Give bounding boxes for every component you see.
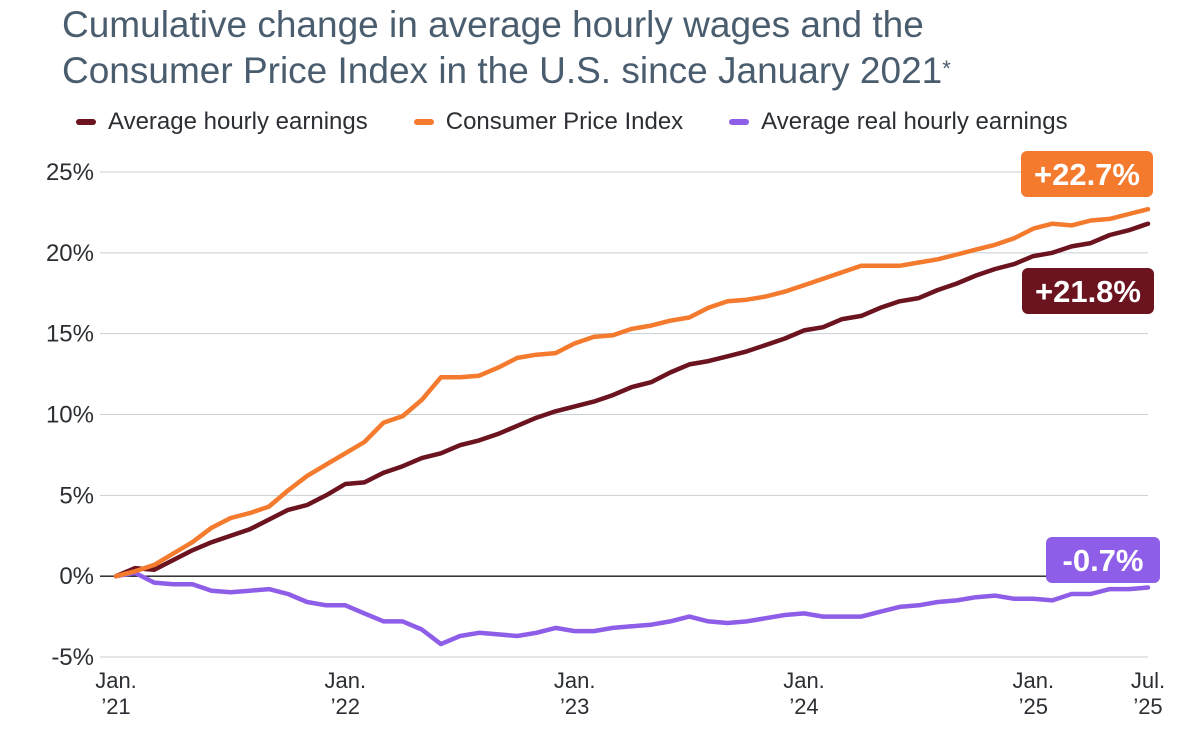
legend-swatch-real-earnings <box>729 119 750 125</box>
title-line-1: Cumulative change in average hourly wage… <box>62 4 924 45</box>
end-label-cpi: +22.7% <box>1034 157 1140 192</box>
y-tick-label: 25% <box>46 159 94 186</box>
y-tick-label: 5% <box>59 482 94 509</box>
end-label-real-earnings: -0.7% <box>1063 543 1144 578</box>
series-line-cpi <box>113 206 1151 579</box>
series-line-real-earnings <box>113 570 1151 647</box>
x-tick-label: Jan. <box>554 668 596 693</box>
end-label-earnings: +21.8% <box>1035 274 1141 309</box>
end-label-box-earnings <box>1022 268 1154 314</box>
x-tick-label: Jan. <box>95 668 137 693</box>
chart-title: Cumulative change in average hourly wage… <box>62 2 1162 94</box>
legend-swatch-earnings <box>76 119 96 125</box>
legend-item-cpi[interactable]: Consumer Price Index <box>413 108 684 136</box>
x-tick-label: Jan. <box>1013 668 1055 693</box>
x-tick-label: ’21 <box>101 694 130 719</box>
y-tick-label: 10% <box>46 402 94 429</box>
legend-label-earnings: Average hourly earnings <box>108 108 368 135</box>
title-line-2: Consumer Price Index in the U.S. since J… <box>62 50 943 91</box>
legend-item-real-earnings[interactable]: Average real hourly earnings <box>729 108 1068 136</box>
x-tick-label: ’25 <box>1133 694 1162 719</box>
x-tick-label: Jul. <box>1131 668 1165 693</box>
x-tick-label: Jan. <box>325 668 367 693</box>
end-label-box-real-earnings <box>1046 537 1160 583</box>
end-label-box-cpi <box>1021 151 1153 197</box>
x-tick-label: Jan. <box>783 668 825 693</box>
y-tick-label: 15% <box>46 321 94 348</box>
y-tick-label: -5% <box>51 644 94 671</box>
x-tick-label: ’22 <box>331 694 360 719</box>
y-tick-label: 20% <box>46 240 94 267</box>
x-tick-label: ’23 <box>560 694 589 719</box>
y-tick-label: 0% <box>59 563 94 590</box>
legend-swatch-cpi <box>413 119 434 125</box>
chart-legend: Average hourly earnings Consumer Price I… <box>76 108 1114 136</box>
x-tick-label: ’24 <box>789 694 818 719</box>
x-tick-label: ’25 <box>1019 694 1048 719</box>
title-footnote-mark: * <box>942 56 951 81</box>
legend-item-earnings[interactable]: Average hourly earnings <box>76 108 368 136</box>
legend-label-cpi: Consumer Price Index <box>445 108 684 135</box>
series-line-earnings <box>113 221 1151 579</box>
legend-label-real-earnings: Average real hourly earnings <box>761 108 1068 135</box>
